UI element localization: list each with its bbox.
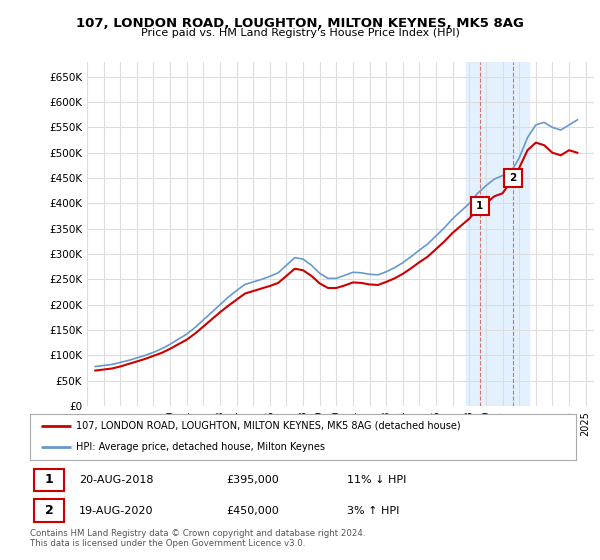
- Bar: [466, 62, 529, 406]
- Text: 19-AUG-2020: 19-AUG-2020: [79, 506, 154, 516]
- Text: 11% ↓ HPI: 11% ↓ HPI: [347, 475, 406, 485]
- Text: £395,000: £395,000: [227, 475, 280, 485]
- Text: 2: 2: [45, 504, 53, 517]
- FancyBboxPatch shape: [34, 500, 64, 522]
- Text: 1: 1: [476, 201, 484, 211]
- Text: 2: 2: [509, 173, 517, 183]
- Text: 1: 1: [45, 473, 53, 486]
- Text: 3% ↑ HPI: 3% ↑ HPI: [347, 506, 399, 516]
- Text: HPI: Average price, detached house, Milton Keynes: HPI: Average price, detached house, Milt…: [76, 442, 325, 452]
- Text: 107, LONDON ROAD, LOUGHTON, MILTON KEYNES, MK5 8AG (detached house): 107, LONDON ROAD, LOUGHTON, MILTON KEYNE…: [76, 421, 461, 431]
- Text: 20-AUG-2018: 20-AUG-2018: [79, 475, 154, 485]
- FancyBboxPatch shape: [34, 469, 64, 491]
- Text: £450,000: £450,000: [227, 506, 280, 516]
- Text: Price paid vs. HM Land Registry's House Price Index (HPI): Price paid vs. HM Land Registry's House …: [140, 28, 460, 38]
- Text: Contains HM Land Registry data © Crown copyright and database right 2024.
This d: Contains HM Land Registry data © Crown c…: [30, 529, 365, 548]
- Text: 107, LONDON ROAD, LOUGHTON, MILTON KEYNES, MK5 8AG: 107, LONDON ROAD, LOUGHTON, MILTON KEYNE…: [76, 17, 524, 30]
